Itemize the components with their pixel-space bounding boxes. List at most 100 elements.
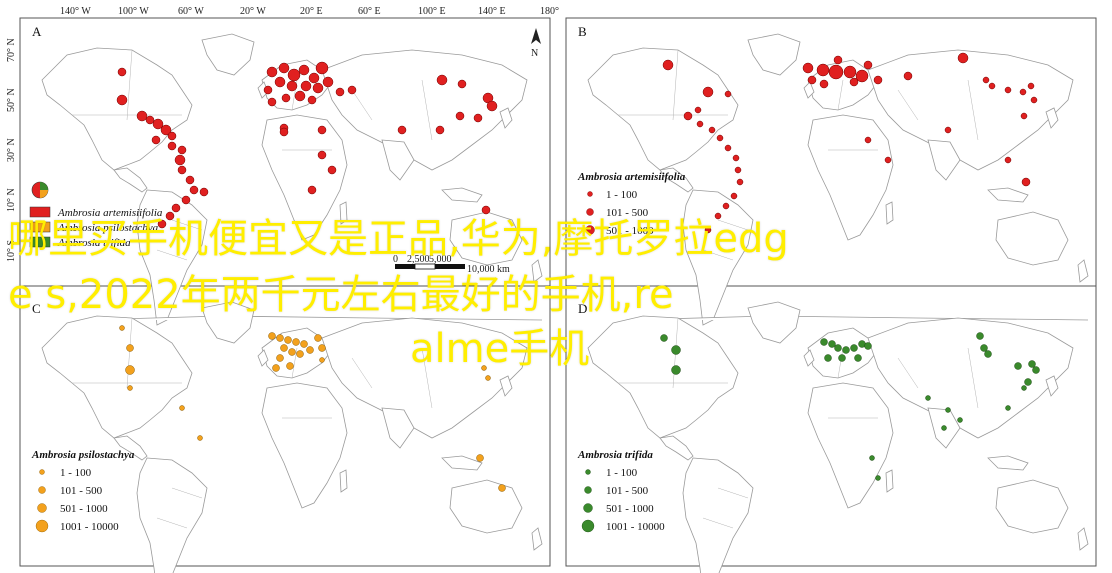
occurrence-point-b	[662, 59, 674, 71]
occurrence-point-b	[807, 75, 817, 85]
occurrence-point-b	[816, 63, 830, 77]
occurrence-point-c	[306, 346, 314, 354]
scale-label-1: 2,500	[407, 254, 430, 265]
legend-d-symbol	[584, 486, 592, 494]
occurrence-point-a	[486, 100, 498, 112]
occurrence-point-d	[854, 354, 862, 362]
panel-label-d: D	[578, 301, 587, 316]
occurrence-point-a	[278, 62, 290, 74]
occurrence-point-b	[730, 192, 738, 200]
occurrence-point-a	[185, 175, 195, 185]
occurrence-point-c	[318, 344, 326, 352]
panel-c-points	[119, 325, 506, 492]
legend-c-symbol	[35, 519, 49, 533]
occurrence-point-a	[286, 80, 298, 92]
occurrence-point-d	[875, 475, 881, 481]
occurrence-point-a	[152, 118, 164, 130]
occurrence-point-b	[864, 136, 872, 144]
occurrence-point-c	[284, 336, 292, 344]
occurrence-point-a	[267, 97, 277, 107]
occurrence-point-a	[189, 185, 199, 195]
occurrence-point-a	[263, 85, 273, 95]
coord-top-6: 100° E	[418, 6, 446, 17]
legend-c-symbol	[37, 503, 47, 513]
occurrence-point-a	[473, 113, 483, 123]
occurrence-point-c	[126, 344, 134, 352]
occurrence-point-a	[307, 185, 317, 195]
occurrence-point-b	[1004, 86, 1012, 94]
legend-d-symbol	[583, 503, 593, 513]
occurrence-point-a	[317, 150, 327, 160]
occurrence-point-d	[976, 332, 984, 340]
occurrence-point-b	[833, 55, 843, 65]
legend-swatch-green	[29, 236, 51, 248]
occurrence-point-b	[873, 75, 883, 85]
occurrence-point-c	[276, 334, 284, 342]
coord-top-0: 140° W	[60, 6, 91, 17]
panel-label-b: B	[578, 24, 587, 39]
legend-c-item-3: 1001 - 10000	[60, 521, 119, 533]
occurrence-point-b	[988, 82, 996, 90]
legend-a-item-2: Ambrosia trifida	[57, 237, 131, 249]
occurrence-point-b	[1020, 112, 1028, 120]
coord-top-1: 100° W	[118, 6, 149, 17]
overlay-caption-line-3: alme手机	[410, 326, 590, 372]
occurrence-point-d	[1028, 360, 1036, 368]
occurrence-point-b	[724, 144, 732, 152]
occurrence-point-b	[694, 106, 702, 114]
coord-top-8: 180°	[540, 6, 559, 17]
occurrence-point-b	[855, 69, 869, 83]
occurrence-point-a	[136, 110, 148, 122]
legend-b-title: Ambrosia artemisiifolia	[577, 171, 686, 183]
occurrence-point-a	[317, 125, 327, 135]
occurrence-point-b	[982, 76, 990, 84]
top-coordinate-labels: 140° W 100° W 60° W 20° W 20° E 60° E 10…	[60, 6, 559, 17]
occurrence-point-b	[802, 62, 814, 74]
occurrence-point-a	[312, 82, 324, 94]
panel-b-legend: Ambrosia artemisiifolia 1 - 100 101 - 50…	[577, 171, 686, 237]
panel-label-c: C	[32, 301, 41, 316]
occurrence-point-b	[1019, 88, 1027, 96]
occurrence-point-b	[903, 71, 913, 81]
legend-c-symbol	[39, 469, 45, 475]
occurrence-point-c	[476, 454, 484, 462]
occurrence-point-b	[704, 226, 712, 234]
occurrence-point-a	[171, 203, 181, 213]
occurrence-point-d	[671, 345, 681, 355]
occurrence-point-c	[127, 385, 133, 391]
legend-c-item-2: 501 - 1000	[60, 503, 108, 515]
occurrence-point-d	[671, 365, 681, 375]
occurrence-point-b	[1021, 177, 1031, 187]
legend-d-symbol	[581, 519, 595, 533]
coord-top-3: 20° W	[240, 6, 266, 17]
occurrence-point-d	[828, 340, 836, 348]
panel-d-legend: Ambrosia trifida 1 - 100 101 - 500 501 -…	[577, 449, 665, 533]
north-arrow-icon: N	[531, 28, 541, 59]
occurrence-point-b	[843, 65, 857, 79]
occurrence-point-b	[732, 154, 740, 162]
occurrence-point-c	[119, 325, 125, 331]
legend-c-item-1: 101 - 500	[60, 485, 103, 497]
legend-b-symbol	[587, 191, 593, 197]
occurrence-point-d	[980, 344, 988, 352]
occurrence-point-c	[296, 350, 304, 358]
occurrence-point-c	[197, 435, 203, 441]
occurrence-point-a	[199, 187, 209, 197]
occurrence-point-a	[287, 68, 301, 82]
legend-c-symbol	[38, 486, 46, 494]
panel-d-points	[660, 332, 1040, 481]
occurrence-point-a	[308, 72, 320, 84]
occurrence-point-b	[944, 126, 952, 134]
occurrence-point-b	[702, 86, 714, 98]
occurrence-point-d	[945, 407, 951, 413]
occurrence-point-b	[1030, 96, 1038, 104]
legend-d-item-1: 101 - 500	[606, 485, 649, 497]
occurrence-point-c	[319, 357, 325, 363]
occurrence-point-a	[298, 64, 310, 76]
occurrence-point-c	[498, 484, 506, 492]
occurrence-point-b	[957, 52, 969, 64]
legend-b-item-1: 101 - 500	[606, 207, 649, 219]
panel-a-points	[116, 61, 498, 229]
occurrence-point-d	[820, 338, 828, 346]
